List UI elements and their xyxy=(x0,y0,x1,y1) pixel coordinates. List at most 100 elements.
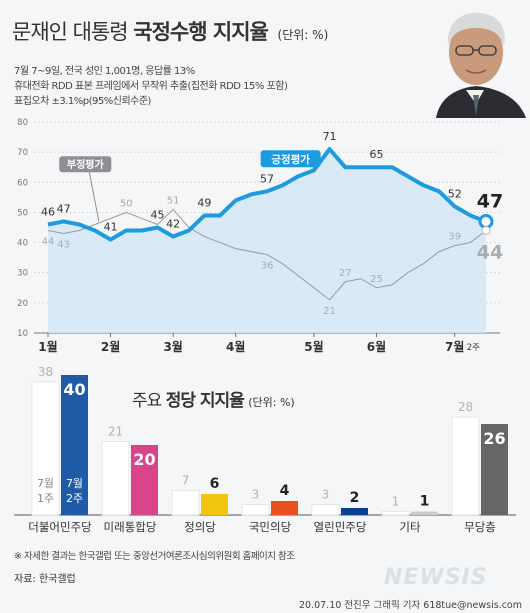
disapproval-value-label: 44 xyxy=(42,237,55,248)
disapproval-value-label: 44 xyxy=(477,242,503,264)
x-tick-label: 5월 xyxy=(304,339,323,354)
approval-value-label: 47 xyxy=(477,190,503,212)
y-tick-label: 70 xyxy=(17,148,28,158)
approval-value-label: 47 xyxy=(57,202,71,215)
approval-area xyxy=(48,149,486,333)
bar-week1-value: 38 xyxy=(38,365,53,379)
bar-week2-value: 6 xyxy=(210,476,220,492)
party-bar-chart: 38 40 더불어민주당 21 20 미래통합당 7 6 정의당 3 4 국민의당 3 2 열린민주당 1 1 기… xyxy=(14,365,516,534)
title-plain: 문재인 대통령 xyxy=(12,20,129,44)
party-title-bold: 정당 지지율 xyxy=(165,391,245,411)
disapproval-line xyxy=(47,208,487,301)
disapproval-value-label: 27 xyxy=(339,268,352,279)
party-name-label: 미래통합당 xyxy=(104,520,157,534)
bar-week1 xyxy=(311,504,340,516)
y-tick-label: 40 xyxy=(17,239,28,249)
disapproval-value-label: 36 xyxy=(261,261,274,272)
y-tick-label: 20 xyxy=(17,299,28,309)
week1-label-month: 7월 xyxy=(37,477,54,490)
bar-week1-value: 28 xyxy=(458,400,473,414)
y-tick-label: 10 xyxy=(17,329,28,339)
disapproval-value-label: 25 xyxy=(370,274,383,285)
party-title-plain: 주요 xyxy=(132,391,162,411)
source-label: 자료: 한국갤럽 xyxy=(14,574,76,585)
watermark-logo: NEWSIS xyxy=(384,565,488,590)
week2-label-week: 2주 xyxy=(66,492,83,505)
title-unit: (단위: %) xyxy=(277,28,329,42)
bar-week2-value: 26 xyxy=(483,429,505,448)
x-tick-label: 3월 xyxy=(163,339,182,354)
approval-end-marker xyxy=(478,213,494,229)
disapproval-legend-tag xyxy=(59,156,112,173)
disapproval-value-label: 21 xyxy=(323,306,336,317)
week2-label-month: 7월 xyxy=(66,477,83,490)
survey-info-2: 휴대전화 RDD 표본 프레임에서 무작위 추출(집전화 RDD 15% 포함) xyxy=(14,81,288,92)
bar-week1 xyxy=(451,416,480,516)
bar-week2 xyxy=(201,494,228,515)
party-name-label: 국민의당 xyxy=(249,520,292,534)
disapproval-value-label: 43 xyxy=(57,240,70,251)
bar-week2 xyxy=(271,501,298,515)
approval-value-label: 71 xyxy=(323,130,337,143)
approval-legend-tag xyxy=(260,150,321,168)
bar-week1-value: 21 xyxy=(108,425,123,439)
approval-value-label: 57 xyxy=(260,172,274,185)
bar-week2 xyxy=(341,508,368,515)
party-name-label: 기타 xyxy=(399,520,421,534)
president-portrait xyxy=(418,0,530,118)
approval-value-label: 65 xyxy=(370,148,384,161)
approval-value-label: 49 xyxy=(197,196,211,209)
bar-week2-value: 2 xyxy=(350,490,360,506)
bar-week2-value: 40 xyxy=(63,380,85,399)
survey-info-1: 7월 7~9일, 전국 성인 1,001명, 응답률 13% xyxy=(14,66,195,77)
bar-week1 xyxy=(381,511,410,516)
x-tick-label: 6월 xyxy=(367,339,386,354)
bar-week1 xyxy=(31,381,60,516)
party-name-label: 열린민주당 xyxy=(314,520,367,534)
party-name-label: 더불어민주당 xyxy=(28,520,92,534)
x-tick-suffix: 2주 xyxy=(467,343,480,353)
title-bold: 국정수행 지지율 xyxy=(133,20,269,44)
bar-week2 xyxy=(131,445,158,515)
approval-value-label: 52 xyxy=(448,187,462,200)
y-tick-label: 30 xyxy=(17,269,28,279)
party-title-unit: (단위: %) xyxy=(248,396,295,409)
footnote: ※ 자세한 결과는 한국갤럽 또는 중앙선거여론조사심의위원회 홈페이지 참조 xyxy=(14,551,295,562)
y-tick-label: 60 xyxy=(17,178,28,188)
page-title: 문재인 대통령 국정수행 지지율 (단위: %) xyxy=(12,16,328,46)
x-tick-label: 7월 xyxy=(445,339,464,354)
credit-line: 20.07.10 전진우 그래픽 기자 618tue@newsis.com xyxy=(298,600,522,611)
party-name-label: 정의당 xyxy=(184,520,216,534)
x-tick-label: 4월 xyxy=(226,339,245,354)
bar-week1 xyxy=(241,504,270,516)
disapproval-legend-label: 부정평가 xyxy=(67,158,105,171)
bar-week1-value: 1 xyxy=(392,495,400,509)
x-tick-label: 1월 xyxy=(38,339,57,354)
survey-info-3: 표집오차 ±3.1%p(95%신뢰수준) xyxy=(14,96,151,107)
y-tick-label: 80 xyxy=(17,118,28,128)
disapproval-value-label: 39 xyxy=(448,232,461,243)
bar-week1 xyxy=(171,490,200,516)
approval-legend-pointer xyxy=(309,165,313,168)
disapproval-legend-pointer xyxy=(88,172,100,222)
bar-week1-value: 7 xyxy=(182,474,190,488)
week1-label-week: 1주 xyxy=(37,492,54,505)
bar-week2 xyxy=(481,424,508,515)
bar-week2-value: 4 xyxy=(280,483,290,499)
approval-value-label: 42 xyxy=(166,218,180,231)
approval-legend-label: 긍정평가 xyxy=(271,153,310,166)
approval-line xyxy=(47,147,487,242)
bar-week1 xyxy=(101,441,130,516)
y-tick-label: 50 xyxy=(17,208,28,218)
bar-week2-value: 1 xyxy=(420,494,430,510)
disapproval-end-marker xyxy=(481,226,491,236)
x-tick-label: 2월 xyxy=(101,339,120,354)
disapproval-value-label: 51 xyxy=(167,195,180,206)
party-name-label: 무당층 xyxy=(464,520,496,534)
approval-value-label: 45 xyxy=(151,209,165,222)
bar-week2 xyxy=(61,375,88,515)
bar-week2 xyxy=(411,511,438,515)
approval-value-label: 46 xyxy=(41,205,55,218)
